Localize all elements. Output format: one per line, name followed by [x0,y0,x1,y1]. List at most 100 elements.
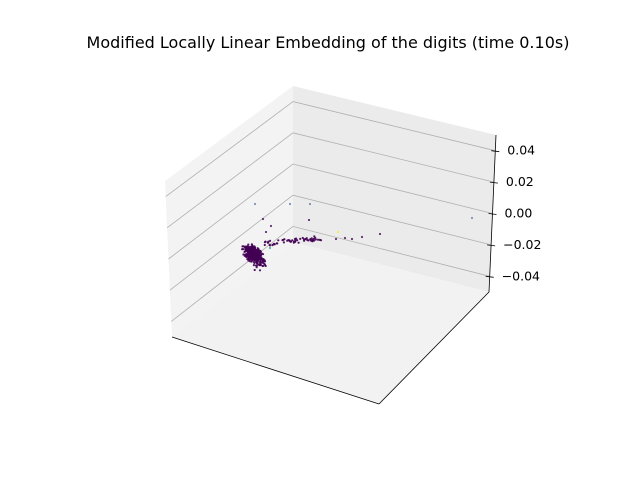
data-point [255,266,258,269]
chart-title: Modified Locally Linear Embedding of the… [86,33,570,52]
data-point [247,246,251,249]
z-axis-ticks: 0.04 0.02 0.00 −0.02 −0.04 [485,143,541,283]
data-point [251,245,254,248]
data-point [250,247,253,250]
data-point [334,237,338,241]
data-point [248,255,251,258]
z-tick-mark [485,275,494,278]
z-gridline [165,101,496,197]
data-point [303,238,306,241]
data-point [378,232,382,236]
z-gridline [169,194,492,291]
data-point [314,238,317,241]
data-point [252,264,255,267]
z-tick-label: 0.00 [505,206,533,221]
data-point [258,269,262,272]
data-point [305,237,308,240]
data-point [264,230,268,234]
data-point [273,242,276,245]
z-tick-label: −0.02 [503,237,541,252]
data-point [292,241,295,244]
data-point [470,216,474,220]
data-point [246,258,249,261]
data-point [243,250,246,254]
z-tick-label: −0.04 [502,268,540,283]
data-point [350,237,354,241]
data-point [250,260,253,263]
data-point [296,239,299,242]
data-point [307,218,311,222]
data-point [253,202,257,206]
data-point [255,261,258,264]
data-point [282,241,285,244]
data-point [269,224,273,228]
z-tick-mark [491,150,500,153]
data-point [343,236,347,240]
data-point [242,253,245,256]
z-gridline [168,163,493,260]
data-point [262,261,265,264]
data-point [360,235,364,239]
data-point [310,237,313,240]
pane-back-left [165,86,293,337]
z-axis-line [488,134,497,293]
data-point [253,245,256,248]
data-point [253,253,257,256]
data-point [336,230,340,234]
data-point [248,253,251,256]
data-point [283,238,286,241]
z-gridline [171,225,490,322]
data-point [260,257,263,260]
data-point [250,256,253,259]
data-point [312,237,315,241]
data-point [249,250,252,253]
data-point [263,243,266,247]
data-point [257,257,260,260]
data-point [260,252,263,255]
z-tick-mark [489,181,498,184]
data-point [254,255,257,258]
data-point [297,241,300,244]
data-point [245,249,248,253]
scatter-points [241,202,474,272]
data-point [246,251,249,254]
data-point [310,239,313,242]
z-tick-label: 0.04 [507,143,535,158]
data-point [258,255,261,258]
data-point [268,243,271,246]
data-point [241,248,244,251]
pane-floor [172,242,489,404]
data-point [281,239,284,242]
data-point [259,260,262,263]
data-point [299,237,302,240]
data-point [258,264,261,267]
data-point [266,241,270,244]
data-point [316,238,320,241]
data-point [261,259,264,262]
data-point [246,247,249,251]
data-point [277,239,280,242]
data-point [261,217,265,221]
data-point [301,236,304,240]
data-point [308,202,312,206]
gridlines [165,101,496,322]
data-point [319,239,323,242]
data-point [248,258,251,261]
z-gridline [166,132,494,229]
data-point [263,241,266,244]
data-point [253,247,256,250]
data-point [264,264,267,268]
data-point [253,268,256,272]
data-point [276,242,279,245]
data-point [288,202,292,206]
data-point [254,250,257,253]
data-point [293,237,297,241]
data-point [253,258,257,262]
data-point [307,239,310,242]
data-point [258,253,261,256]
data-point [268,246,272,250]
data-point [286,239,289,242]
data-point [254,264,258,267]
z-tick-label: 0.02 [506,174,534,189]
